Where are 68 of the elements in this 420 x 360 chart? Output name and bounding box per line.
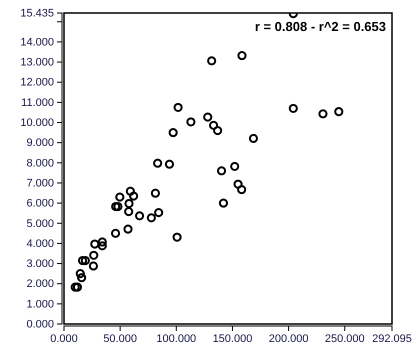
y-tick-label: 14.000	[20, 36, 54, 48]
y-tick-label: 2.000	[26, 278, 54, 290]
point	[113, 202, 122, 212]
y-tick-label: 6.000	[26, 198, 54, 210]
y-tick-label: 5.000	[26, 218, 54, 230]
point	[115, 192, 124, 202]
point	[72, 282, 82, 292]
y-tick-label: 4.000	[26, 238, 54, 250]
point	[110, 228, 120, 238]
point	[237, 51, 247, 60]
point	[318, 109, 328, 118]
point	[135, 211, 144, 220]
point	[164, 160, 174, 169]
point	[168, 128, 178, 138]
y-tick-label: 12.000	[20, 76, 54, 89]
y-tick-label: 11.000	[21, 96, 54, 109]
y-tick-label: 0.000	[26, 318, 54, 331]
point	[77, 273, 86, 282]
point	[98, 237, 107, 247]
point	[76, 269, 85, 278]
x-tick-label: 50.000	[103, 332, 137, 345]
point	[124, 207, 134, 216]
x-tick-label: 250.000	[324, 332, 365, 345]
point	[218, 198, 228, 208]
point	[172, 232, 182, 242]
annotation: r = 0.808 - r^2 = 0.653	[254, 19, 386, 34]
point	[70, 282, 80, 292]
y-tick-label: 10.000	[20, 117, 54, 130]
y-tick-label: 13.000	[20, 56, 54, 69]
point	[230, 162, 240, 171]
point	[111, 202, 120, 212]
point	[233, 180, 243, 189]
point	[154, 208, 164, 218]
point	[150, 188, 160, 198]
point	[209, 120, 218, 130]
point	[98, 241, 107, 250]
point	[146, 213, 156, 222]
point	[126, 186, 135, 196]
point	[203, 112, 212, 122]
x-tick-label: 100.000	[156, 332, 196, 345]
point	[237, 185, 246, 194]
point	[129, 191, 138, 201]
point	[78, 256, 88, 266]
x-tick-label: 0.000	[50, 332, 78, 345]
y-tick-label: 8.000	[26, 157, 54, 170]
point	[213, 126, 222, 136]
x-tick-label: 200.000	[268, 332, 308, 345]
point	[124, 198, 134, 208]
point	[89, 250, 98, 260]
point	[153, 158, 162, 168]
point	[80, 256, 90, 266]
y-tick-label: 7.000	[26, 177, 54, 190]
point	[248, 134, 258, 143]
point	[186, 117, 196, 126]
point	[123, 224, 133, 234]
y-tick-label: 9.000	[26, 137, 54, 150]
point	[88, 261, 98, 271]
point	[216, 166, 226, 176]
y-tick-label: 3.000	[26, 258, 54, 270]
x-tick-label: 150.000	[212, 332, 252, 345]
y-tick-label: 1.000	[26, 298, 54, 310]
x-tick-label: 292.095	[372, 332, 412, 345]
point	[207, 56, 216, 66]
point	[174, 102, 183, 112]
point	[334, 107, 344, 116]
point	[90, 239, 100, 249]
point	[288, 104, 298, 113]
y-tick-label: 15.435	[20, 8, 54, 20]
